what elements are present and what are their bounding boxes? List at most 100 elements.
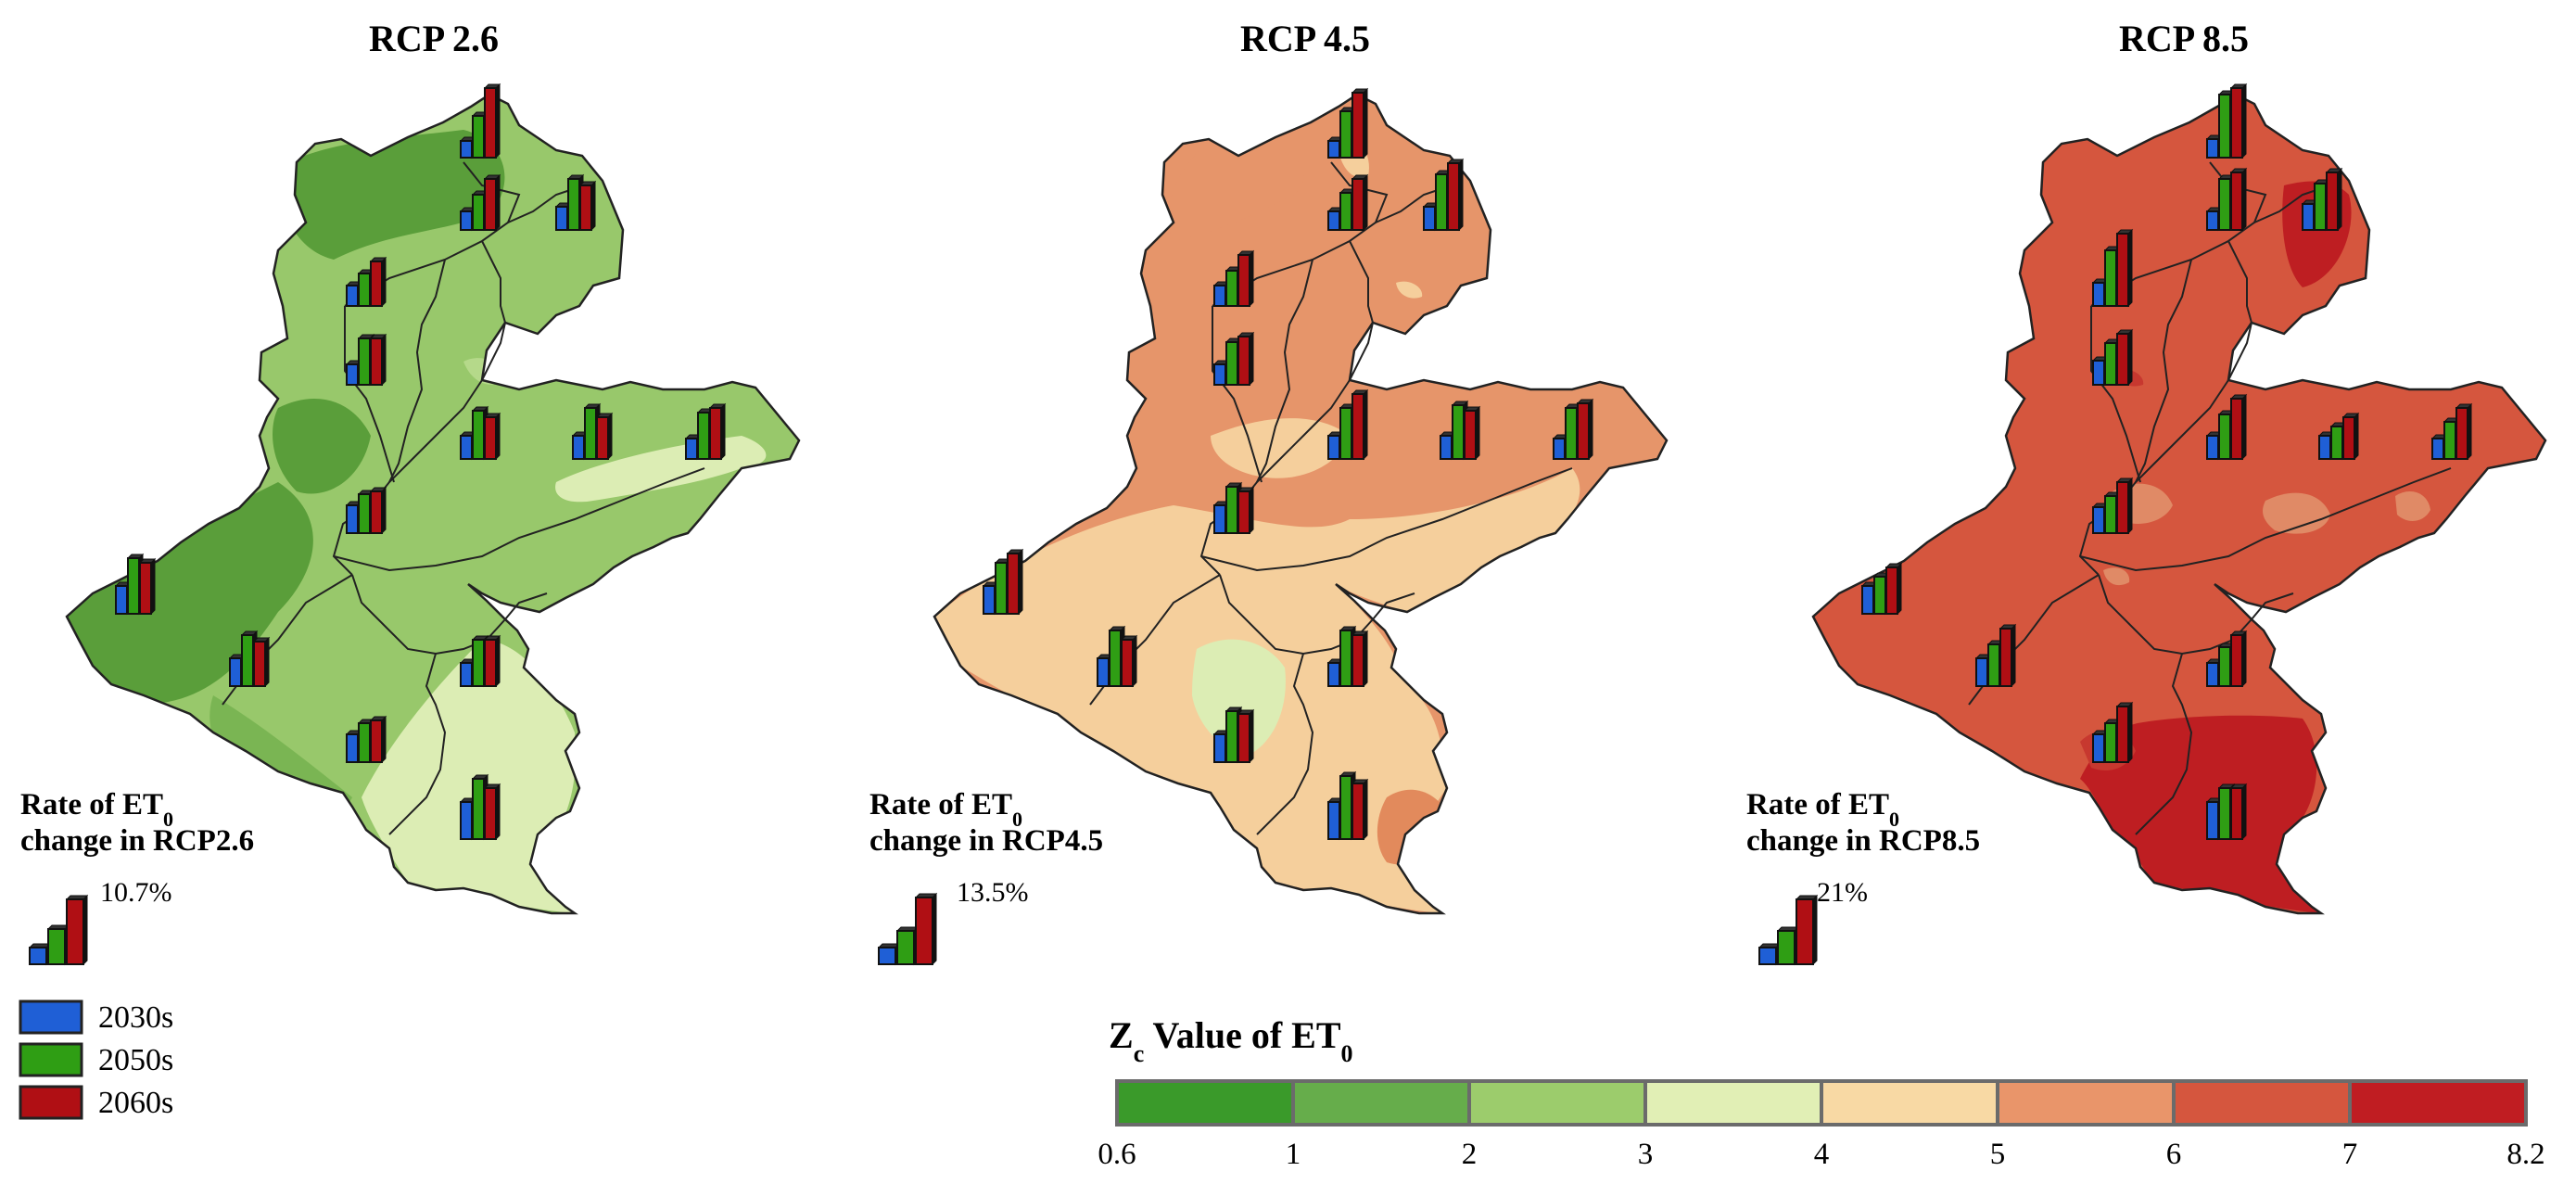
province-border [1349, 322, 1374, 381]
bar [472, 778, 485, 840]
zc-zone [2263, 492, 2330, 534]
map-fill [1813, 95, 2545, 913]
bar [2314, 183, 2327, 231]
bar [983, 585, 996, 615]
bar [1339, 775, 1352, 840]
bar [346, 733, 359, 763]
station-chart [2205, 393, 2248, 461]
bar [2330, 426, 2343, 460]
bar [579, 185, 592, 231]
station-chart [1326, 770, 1369, 841]
bar [1237, 336, 1250, 386]
bar [127, 557, 140, 615]
rate-label-line2: change in RCP4.5 [869, 824, 1103, 858]
station-chart [2205, 783, 2248, 841]
zc-zone [362, 640, 576, 913]
bar [472, 639, 485, 687]
bar [1121, 639, 1134, 687]
station-chart [1212, 706, 1255, 764]
bar [1885, 567, 1898, 615]
province-border [2135, 653, 2193, 835]
province-border [2251, 592, 2294, 620]
province-border [2227, 240, 2252, 324]
bar [2218, 94, 2231, 159]
bar [484, 787, 497, 840]
bar [115, 585, 128, 615]
bar [567, 178, 580, 231]
bar [484, 178, 497, 231]
bar [2116, 481, 2129, 534]
province-border [2079, 467, 2452, 572]
colorbar-segment [1291, 1079, 1471, 1127]
panel-title: RCP 4.5 [1240, 18, 1370, 59]
station-chart [1326, 173, 1369, 232]
bar [1007, 553, 1020, 615]
bar [1796, 898, 1814, 965]
bar [1351, 92, 1364, 159]
bar [66, 898, 84, 965]
bar [1225, 270, 1238, 307]
region-map [933, 93, 1669, 915]
station-chart [1326, 388, 1369, 461]
bar [878, 947, 896, 965]
bar [1327, 210, 1340, 231]
bar [1237, 490, 1250, 534]
rate-label-line1: Rate of ET0 [20, 788, 173, 831]
bar [484, 87, 497, 159]
bar [1861, 585, 1874, 615]
bar [1327, 662, 1340, 687]
bar [2431, 438, 2444, 460]
province-border [388, 653, 447, 835]
station-chart [2091, 328, 2134, 387]
bar [1213, 733, 1226, 763]
bar [2455, 407, 2468, 460]
province-border [1200, 467, 1573, 572]
station-chart [1439, 400, 1481, 461]
bar [1339, 630, 1352, 687]
bar [896, 930, 915, 965]
bar [346, 285, 359, 307]
bar [358, 337, 371, 386]
zc-zone [1396, 281, 1423, 299]
colorbar-tick-label: 8.2 [2506, 1138, 2544, 1171]
bar [2092, 282, 2105, 307]
colorbar-ticks: 0.6 1 2 3 4 5 6 7 8.2 [1098, 1138, 2544, 1171]
zc-zone [2395, 491, 2430, 521]
bar [2116, 706, 2129, 763]
bar [1351, 178, 1364, 231]
station-bar-charts [982, 87, 1594, 841]
bar [572, 435, 585, 460]
station-chart [684, 402, 727, 461]
colorbar-tick-label: 0.6 [1098, 1138, 1136, 1171]
bar [1987, 643, 2000, 687]
bar [1213, 504, 1226, 534]
bar [2092, 733, 2105, 763]
bar [2302, 203, 2315, 231]
station-chart [1212, 331, 1255, 387]
bar [2342, 416, 2355, 460]
bar [1339, 407, 1352, 460]
rate-label-line1: Rate of ET0 [869, 788, 1022, 831]
bar [29, 947, 47, 965]
bar [685, 438, 698, 460]
bar [1447, 162, 1460, 231]
bar [460, 140, 473, 159]
bar [1097, 657, 1110, 687]
bar [2230, 634, 2243, 687]
bar [484, 639, 497, 687]
panel-rcp85: RCP 8.5 Rate of ET0 change in RCP8.5 21% [1746, 18, 2547, 966]
panel-title: RCP 8.5 [2119, 18, 2249, 59]
bar [1565, 407, 1578, 460]
bar [460, 210, 473, 231]
bar [584, 407, 597, 460]
bar [1440, 435, 1453, 460]
bar [2230, 398, 2243, 460]
station-chart [2301, 167, 2343, 232]
bar [2206, 662, 2219, 687]
bar [1553, 438, 1566, 460]
province-border [1372, 592, 1415, 620]
rate-key-bars [28, 894, 89, 966]
bar [253, 641, 266, 687]
bar [2230, 172, 2243, 231]
